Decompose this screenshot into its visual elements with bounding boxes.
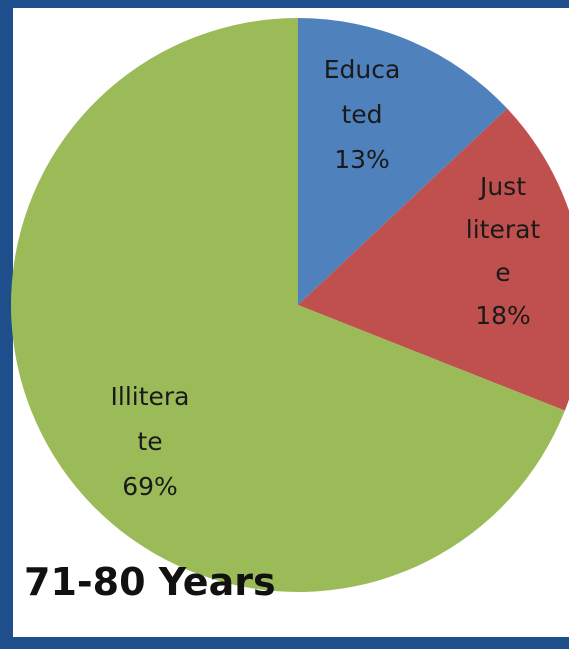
- chart-title: 71-80 Years: [24, 560, 276, 604]
- slice-label-illiterate: Illitera te 69%: [111, 382, 190, 501]
- slice-label-just-literate: Just literat e 18%: [466, 172, 541, 330]
- pie-slice-just-literate: [298, 108, 569, 411]
- pie-slice-illiterate: [10, 18, 565, 592]
- slice-label-educated: Educa ted 13%: [324, 55, 401, 174]
- pie-slice-educated: [298, 18, 508, 305]
